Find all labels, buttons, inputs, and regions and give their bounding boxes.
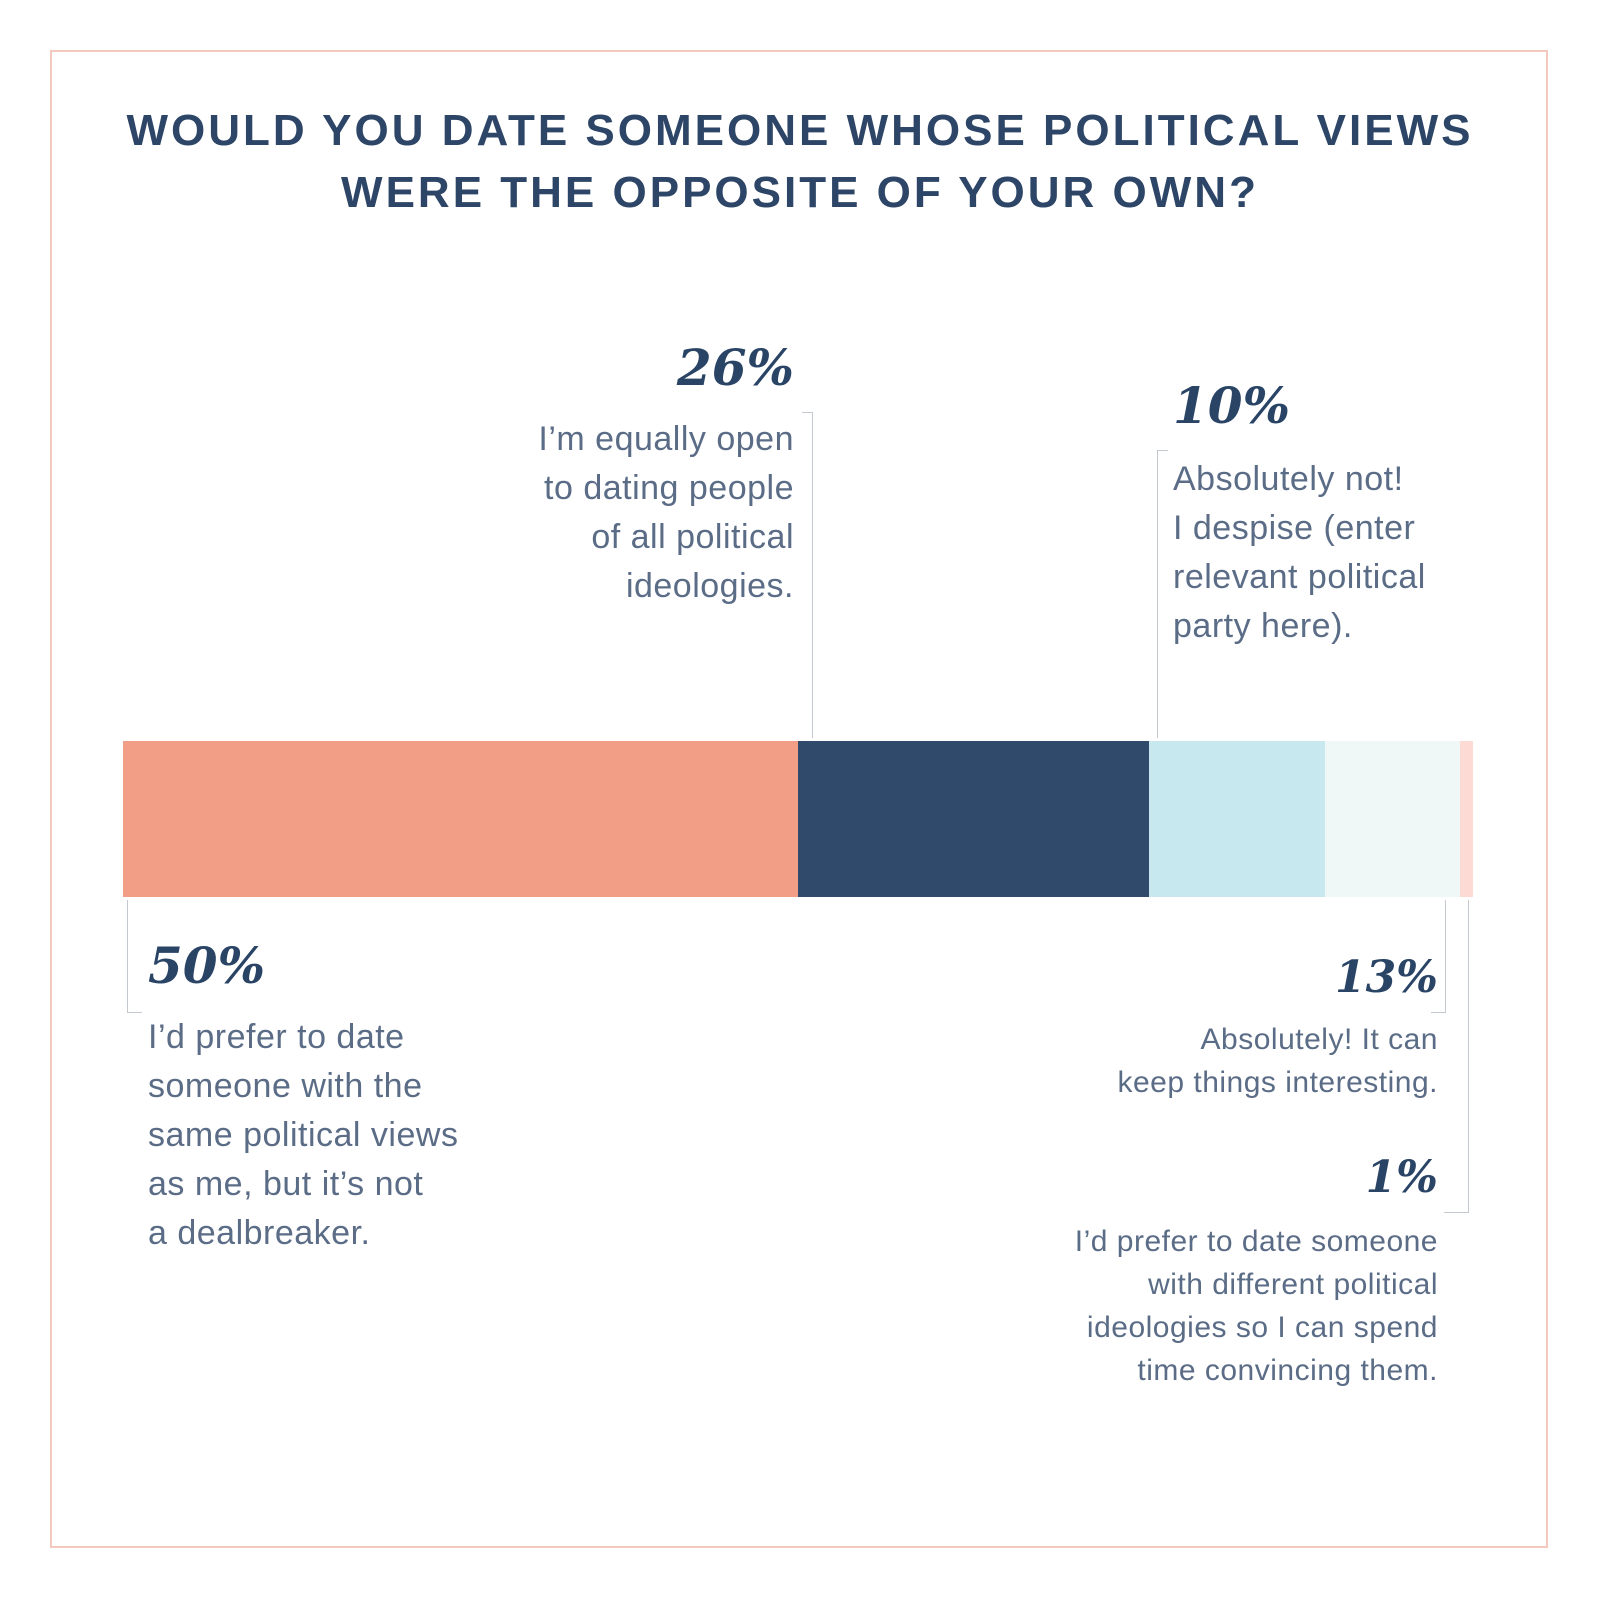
desc-prefer-same: I’d prefer to date someone with the same p…: [148, 1018, 459, 1252]
desc-absolutely-yes: Absolutely! It can keep things interestin…: [1117, 1023, 1438, 1099]
desc-equally-open: I’m equally open to dating people of all p…: [538, 420, 794, 605]
connector-absolutely-yes: [1431, 900, 1446, 1013]
connector-equally-open: [802, 412, 813, 738]
chart-title: WOULD YOU DATE SOMEONE WHOSE POLITICAL V…: [0, 100, 1600, 224]
bar-segment-prefer-same: [123, 741, 798, 897]
bar-segment-equally-open: [798, 741, 1149, 897]
bar-segment-absolutely-not: [1324, 741, 1460, 897]
connector-absolutely-not: [1157, 450, 1168, 738]
bar-segment-absolutely-yes: [1149, 741, 1325, 897]
pct-label-prefer-different: 1%: [1365, 1152, 1438, 1203]
frame-border: [50, 50, 1548, 1548]
title-line-2: WERE THE OPPOSITE OF YOUR OWN?: [341, 168, 1259, 217]
connector-prefer-different: [1444, 900, 1469, 1213]
desc-absolutely-not: Absolutely not! I despise (enter relevant …: [1173, 460, 1426, 645]
pct-label-prefer-same: 50%: [148, 936, 266, 995]
desc-prefer-different: I’d prefer to date someone with different…: [1074, 1225, 1438, 1387]
bar-segment-prefer-different: [1459, 741, 1473, 897]
title-line-1: WOULD YOU DATE SOMEONE WHOSE POLITICAL V…: [126, 106, 1474, 155]
pct-label-absolutely-not: 10%: [1173, 376, 1291, 435]
connector-prefer-same: [127, 900, 142, 1013]
pct-label-equally-open: 26%: [676, 338, 794, 397]
stacked-bar: [123, 741, 1473, 897]
pct-label-absolutely-yes: 13%: [1334, 952, 1438, 1003]
